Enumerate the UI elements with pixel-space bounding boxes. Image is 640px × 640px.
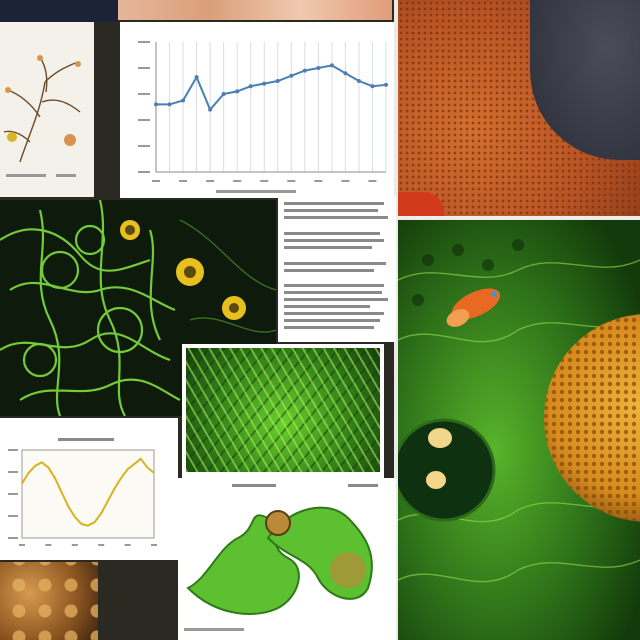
x-tick-label <box>152 180 160 182</box>
coral-photo <box>186 348 380 472</box>
x-tick-label <box>314 180 323 182</box>
x-tick-label <box>19 544 25 546</box>
series-line <box>156 64 387 112</box>
chart-title <box>58 438 114 441</box>
line-chart <box>120 22 394 198</box>
data-point <box>384 82 388 87</box>
y-tick-label <box>138 93 150 95</box>
brown-textured-panel <box>0 562 98 640</box>
top-left-dark-strip <box>0 0 118 22</box>
tree-illustration <box>0 22 94 197</box>
data-point <box>248 84 253 89</box>
green-coral-panel <box>182 344 384 478</box>
x-tick-label <box>260 180 269 182</box>
data-point <box>302 68 307 73</box>
data-point <box>235 89 240 94</box>
y-tick-label <box>138 119 150 121</box>
green-orb-panel <box>398 220 640 640</box>
series-line <box>21 457 155 527</box>
y-tick-label <box>138 171 150 173</box>
text-column-panel <box>278 196 396 342</box>
data-point <box>370 84 375 89</box>
x-tick-label <box>98 544 105 546</box>
text-lines <box>284 202 388 329</box>
y-tick-label <box>8 449 18 451</box>
y-tick-label <box>8 515 18 517</box>
data-point <box>316 66 321 70</box>
data-point <box>262 81 267 86</box>
orange-fish-icon <box>446 288 501 327</box>
line-chart-panel <box>120 22 394 198</box>
creature-illustration <box>178 478 396 640</box>
data-point <box>194 75 199 80</box>
x-tick-label <box>206 180 215 182</box>
x-tick-label <box>124 544 131 546</box>
orange-sponge-photo <box>398 0 640 218</box>
data-point <box>208 107 213 112</box>
red-object <box>398 192 444 218</box>
x-tick-label <box>71 544 78 546</box>
divider-horizontal <box>398 216 640 220</box>
x-tick-label <box>179 180 188 182</box>
x-tick-label <box>287 180 296 182</box>
y-tick-label <box>8 537 18 539</box>
coral-texture <box>186 348 380 472</box>
green-network-panel <box>0 200 276 416</box>
x-tick-label <box>341 180 350 182</box>
y-tick-label <box>8 471 18 473</box>
y-tick-label <box>138 145 150 147</box>
brown-cells <box>0 562 98 640</box>
yellow-spore-icons <box>120 220 246 320</box>
x-axis-label <box>216 190 296 193</box>
y-tick-label <box>138 41 150 43</box>
data-point <box>343 71 348 76</box>
y-tick-label <box>8 493 18 495</box>
data-point <box>221 92 226 96</box>
creature-eye-icon <box>265 510 291 536</box>
botanical-illustration-panel <box>0 22 94 197</box>
dark-green-sphere <box>398 418 496 522</box>
x-tick-label <box>45 544 52 546</box>
top-photo-strip <box>118 0 392 20</box>
y-tick-label <box>138 67 150 69</box>
x-tick-label <box>233 180 242 182</box>
green-creature-panel <box>178 478 396 640</box>
data-point <box>289 73 294 78</box>
divider-vertical <box>394 0 398 640</box>
wave-chart-panel <box>0 418 178 560</box>
x-tick-label <box>151 544 157 546</box>
data-point <box>275 79 280 83</box>
chart-background <box>120 22 394 198</box>
data-point <box>154 102 158 107</box>
x-tick-label <box>368 180 377 182</box>
data-point <box>167 102 172 107</box>
data-point <box>181 98 186 103</box>
green-orb-scene <box>398 220 640 640</box>
data-point <box>356 79 361 83</box>
data-point <box>329 63 334 68</box>
wave-chart <box>0 418 178 560</box>
